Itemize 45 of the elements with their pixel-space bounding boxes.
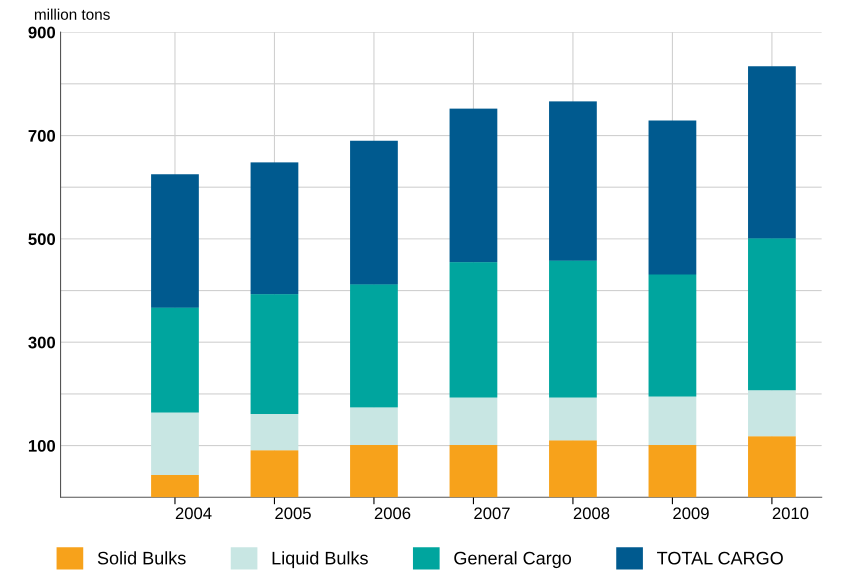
bar: [250, 294, 298, 414]
x-tick-label: 2006: [374, 507, 410, 520]
x-tick-label: 2008: [574, 507, 610, 520]
y-tick-label: 500: [28, 233, 56, 246]
bar: [250, 162, 298, 294]
y-tick-label: 700: [28, 130, 56, 142]
legend-label: General Cargo: [454, 551, 572, 568]
bar: [748, 390, 796, 436]
bar: [450, 445, 498, 498]
y-tick-label: 900: [28, 26, 56, 38]
y-axis-title: million tons: [34, 8, 110, 20]
bar: [748, 436, 796, 498]
bar: [151, 308, 199, 413]
bar: [549, 101, 597, 261]
x-tick-label: 2004: [176, 507, 212, 520]
bar: [450, 262, 498, 398]
bar: [450, 108, 498, 262]
bar: [350, 445, 398, 498]
x-tick-label: 2007: [474, 507, 510, 520]
bar: [350, 407, 398, 446]
bar: [648, 396, 696, 446]
x-tick-label: 2009: [673, 507, 709, 520]
bar: [250, 414, 298, 450]
bar: [748, 238, 796, 390]
bar: [250, 450, 298, 498]
bar: [549, 398, 597, 440]
bar: [648, 120, 696, 275]
x-tick-label: 2005: [275, 507, 311, 520]
bar: [151, 174, 199, 308]
legend-label: TOTAL CARGO: [657, 552, 783, 565]
y-tick-label: 100: [28, 440, 56, 452]
x-tick-label: 2010: [772, 507, 808, 520]
bar: [151, 412, 199, 476]
bar: [549, 440, 597, 498]
bar: [350, 284, 398, 408]
bar: [549, 260, 597, 398]
bar: [648, 445, 696, 498]
bar: [350, 140, 398, 284]
y-tick-label: 300: [28, 336, 56, 348]
legend-label: Solid Bulks: [98, 551, 186, 565]
bar: [648, 274, 696, 396]
legend-label: Liquid Bulks: [272, 551, 368, 568]
bar: [450, 398, 498, 446]
bar: [748, 66, 796, 238]
bar: [151, 475, 199, 498]
